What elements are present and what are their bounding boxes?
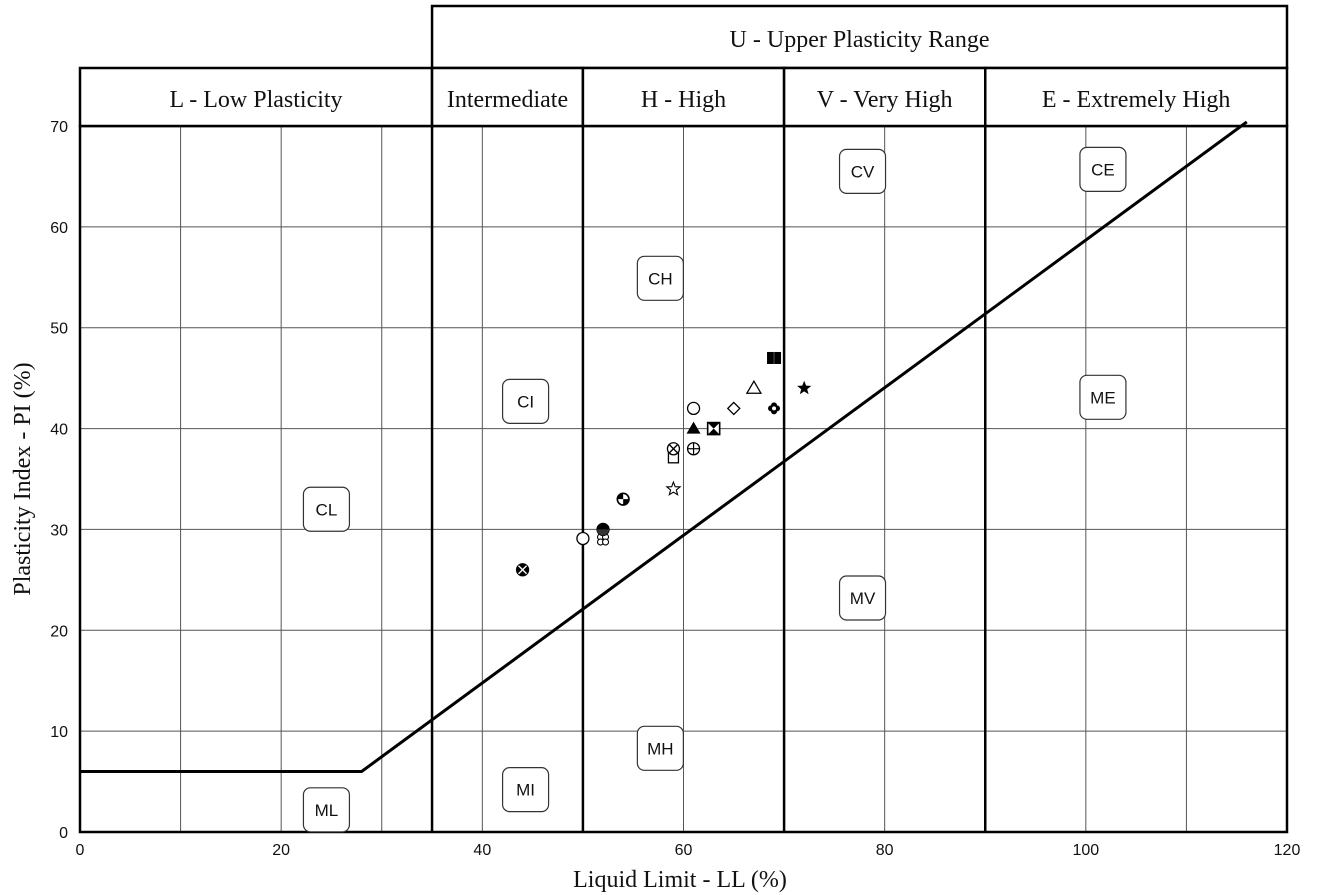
zone-label-text: CV: [851, 162, 875, 181]
zone-label-box: [501, 378, 550, 424]
data-point: [767, 351, 782, 364]
zone-label-text: CE: [1091, 160, 1115, 179]
marker-shape: [726, 401, 741, 416]
zone-labels: CL ML CI MI CH MH CV MV CE ME: [302, 146, 1127, 833]
y-tick-label: 0: [59, 825, 68, 842]
zone-label-mh: MH: [636, 725, 684, 771]
marker-stroke: [518, 565, 528, 575]
zone-header-label: V - Very High: [817, 87, 953, 113]
zone-label-ce: CE: [1079, 146, 1127, 192]
marker-fill: [623, 494, 629, 500]
data-point: [596, 522, 610, 537]
zone-header-box: [984, 66, 1289, 128]
zone-label-box: [302, 787, 351, 833]
data-point: [726, 401, 741, 416]
y-tick-label: 20: [50, 623, 68, 640]
zone-label-box: [838, 575, 887, 621]
zone-label-ch: CH: [636, 255, 684, 301]
zone-label-mi: MI: [501, 767, 550, 813]
zone-label-text: MI: [516, 781, 535, 800]
marker-shape: [768, 405, 775, 412]
x-tick-label: 40: [473, 842, 491, 859]
marker-shape: [797, 380, 812, 395]
data-point: [797, 380, 812, 395]
x-tick-label: 60: [675, 842, 693, 859]
plasticity-range-headers: U - Upper Plasticity Range L - Low Plasti…: [78, 4, 1289, 832]
data-point: [665, 480, 682, 496]
y-axis-title: Plasticity Index - PI (%): [10, 362, 36, 595]
zone-label-text: MH: [647, 739, 673, 758]
y-tick-label: 50: [50, 321, 68, 338]
marker-fill: [597, 529, 610, 536]
marker-stroke: [668, 444, 678, 454]
zone-label-me: ME: [1079, 374, 1127, 420]
y-tick-label: 10: [50, 724, 68, 741]
marker-shape: [576, 531, 590, 546]
zone-label-text: CI: [517, 392, 534, 411]
x-tick-label: 100: [1072, 842, 1099, 859]
marker-fill: [772, 406, 777, 411]
marker-shape: [686, 421, 701, 434]
zone-label-text: MV: [850, 589, 876, 608]
a-line-path: [80, 120, 1248, 773]
zone-label-text: ML: [315, 801, 339, 820]
zone-header-label: H - High: [641, 87, 726, 113]
a-line: [80, 120, 1248, 773]
zone-header-box: [78, 66, 434, 128]
data-point: [686, 442, 701, 456]
zone-label-box: [838, 148, 887, 194]
x-tick-label: 20: [272, 842, 290, 859]
zone-label-text: CL: [316, 500, 338, 519]
zone-label-ci: CI: [501, 378, 550, 424]
data-point: [576, 531, 590, 546]
y-tick-label: 60: [50, 220, 68, 237]
data-point: [745, 379, 763, 394]
marker-shape: [686, 401, 701, 416]
y-tick-label: 70: [50, 119, 68, 136]
zone-label-text: ME: [1090, 388, 1116, 407]
upper-range-header-label: U - Upper Plasticity Range: [730, 27, 990, 53]
marker-shape: [665, 480, 682, 496]
zone-label-box: [501, 767, 550, 813]
zone-label-box: [1079, 146, 1127, 192]
marker-fill: [707, 428, 720, 435]
tick-labels: 0 20 40 60 80 100 120 0 10 20 30 40 50 60 70: [50, 119, 1300, 859]
marker-fill: [707, 422, 720, 429]
data-point: [686, 421, 701, 434]
zone-header-label: Intermediate: [447, 87, 568, 113]
data-point: [666, 442, 681, 456]
data-point: [768, 402, 781, 415]
data-point: [515, 563, 530, 577]
zone-label-box: [302, 486, 351, 532]
zone-header-label: E - Extremely High: [1042, 87, 1231, 113]
x-tick-label: 0: [76, 842, 85, 859]
x-tick-label: 120: [1274, 842, 1301, 859]
data-point: [706, 421, 721, 436]
zone-label-box: [636, 255, 684, 301]
grid: [78, 124, 1289, 834]
data-point: [616, 492, 630, 506]
marker-shape: [745, 379, 763, 394]
y-tick-label: 30: [50, 522, 68, 539]
zone-label-box: [636, 725, 684, 771]
zone-header-label: L - Low Plasticity: [169, 87, 342, 113]
zone-header-box: [782, 66, 987, 128]
x-tick-label: 80: [876, 842, 894, 859]
zone-label-ml: ML: [302, 787, 351, 833]
x-axis-title: Liquid Limit - LL (%): [573, 867, 787, 893]
data-points: [515, 351, 812, 577]
zone-label-cv: CV: [838, 148, 887, 194]
upper-range-header-box: [430, 4, 1289, 70]
zone-label-cl: CL: [302, 486, 351, 532]
data-point: [686, 401, 701, 416]
data-point: [596, 533, 610, 546]
marker-fill: [618, 499, 624, 505]
marker-shape: [601, 538, 610, 546]
zone-label-box: [1079, 374, 1127, 420]
zone-label-mv: MV: [838, 575, 887, 621]
zone-label-text: CH: [648, 269, 673, 288]
y-tick-label: 40: [50, 422, 68, 439]
